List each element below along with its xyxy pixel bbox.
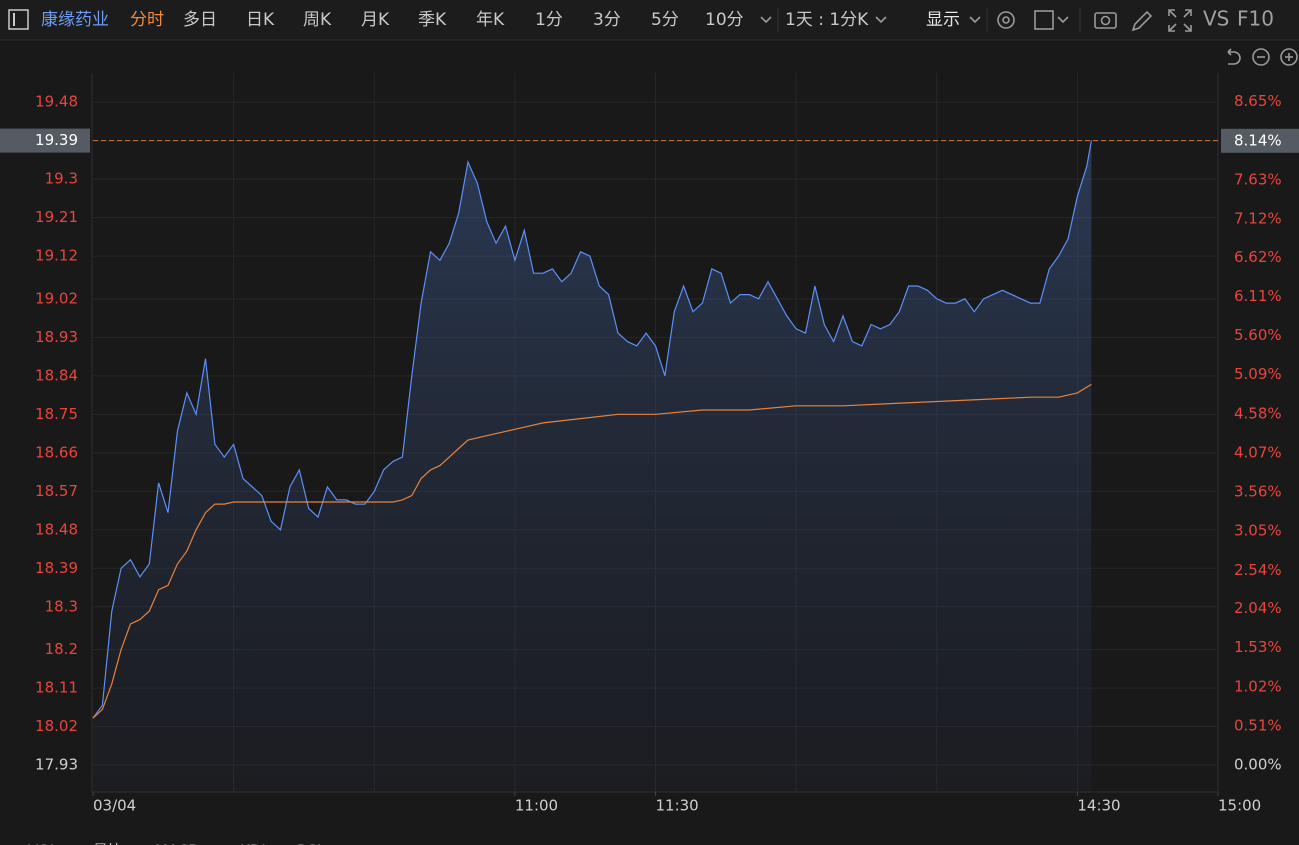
y-tick-label: 19.39 <box>35 131 78 149</box>
y-tick-label: 19.21 <box>35 208 78 226</box>
y2-tick-label: 7.12% <box>1234 210 1282 228</box>
y-tick-label: 19.3 <box>45 170 78 188</box>
y2-tick-label: 6.11% <box>1234 287 1282 305</box>
y2-tick-label: 0.00% <box>1234 756 1282 774</box>
plot <box>92 140 1218 793</box>
indicator-tab[interactable]: RSI <box>297 842 321 845</box>
y-tick-label: 18.75 <box>35 405 78 423</box>
y-tick-label: 19.02 <box>35 289 78 307</box>
y2-tick-label: 2.04% <box>1234 599 1282 617</box>
last-price-box <box>0 128 90 153</box>
y2-tick-label: 5.60% <box>1234 326 1282 344</box>
tab[interactable]: 周K <box>303 10 332 30</box>
stock-name[interactable]: 康缘药业 <box>41 10 109 30</box>
y2-tick-label: 8.65% <box>1234 92 1282 110</box>
settings-icon[interactable] <box>997 11 1015 29</box>
chart-controls <box>1227 48 1298 66</box>
y2-tick-label: 4.07% <box>1234 443 1282 461</box>
axes: 19.48 19.39 19.3 19.21 19.12 19.02 18.93 18.84 1… <box>0 92 1299 815</box>
tab-bar: 分时 多日 日K 周K 月K 季K 年K 1分 3分 5分 10分 <box>130 10 744 30</box>
y2-tick-label: 0.51% <box>1234 716 1282 734</box>
average-line <box>92 383 1092 719</box>
toolbar <box>0 0 1299 40</box>
tab[interactable]: 年K <box>476 10 505 30</box>
chevron[interactable] <box>875 16 887 24</box>
x-tick-label: 15:00 <box>1218 797 1261 815</box>
fullscreen-icon[interactable] <box>1168 9 1192 32</box>
y2-tick-label: 8.14% <box>1234 131 1282 149</box>
y2-tick-label: 3.56% <box>1234 483 1282 501</box>
x-tick-label: 14:30 <box>1077 797 1120 815</box>
indicator-tabs: VOL 量比 MACD KDJ RSI <box>28 842 321 845</box>
tab[interactable]: 5分 <box>651 10 679 30</box>
y-tick-label: 18.84 <box>35 366 78 384</box>
price-area <box>93 140 1092 793</box>
indicator-tab[interactable]: 量比 <box>93 842 123 845</box>
draw-icon[interactable] <box>1131 10 1153 32</box>
y2-tick-label: 6.62% <box>1234 248 1282 266</box>
tab[interactable]: 10分 <box>705 10 744 30</box>
x-tick-label: 03/04 <box>93 797 136 815</box>
vs-button[interactable]: VS <box>1203 7 1229 31</box>
y2-tick-label: 2.54% <box>1234 561 1282 579</box>
indicator-tab[interactable]: MACD <box>155 842 200 845</box>
f10-button[interactable]: F10 <box>1237 7 1274 31</box>
icon-frame <box>8 9 29 30</box>
tab[interactable]: 3分 <box>593 10 621 30</box>
last-pct-box <box>1221 128 1299 153</box>
tab[interactable]: 多日 <box>183 10 217 30</box>
zoom-in-icon[interactable] <box>1280 48 1298 66</box>
display-menu[interactable]: 显示 <box>926 10 960 30</box>
y-tick-label: 18.39 <box>35 559 78 577</box>
y-tick-label: 18.11 <box>35 679 78 697</box>
y-tick-label: 18.2 <box>45 640 78 658</box>
period-select[interactable]: 1天 : 1分K <box>785 10 869 30</box>
indicator-tab[interactable]: VOL <box>28 842 59 845</box>
y2-tick-label: 3.05% <box>1234 522 1282 540</box>
y-tick-label: 18.48 <box>35 520 78 538</box>
x-tick-label: 11:00 <box>515 797 558 815</box>
tab[interactable]: 月K <box>361 10 390 30</box>
chevron[interactable] <box>760 16 772 24</box>
y-tick-label: 18.66 <box>35 443 78 461</box>
tab[interactable]: 季K <box>418 10 447 30</box>
y2-tick-label: 4.58% <box>1234 404 1282 422</box>
y-tick-label: 18.3 <box>45 597 78 615</box>
y-tick-label: 19.48 <box>35 93 78 111</box>
y-tick-label: 18.02 <box>35 717 78 735</box>
chevron[interactable] <box>969 16 981 24</box>
indicator-tab[interactable]: KDJ <box>240 842 266 845</box>
tab[interactable]: 分时 <box>130 10 164 30</box>
layout-icon[interactable] <box>1034 10 1069 30</box>
price-line <box>92 140 1092 719</box>
y2-tick-label: 1.02% <box>1234 677 1282 695</box>
zoom-out-icon[interactable] <box>1252 48 1270 66</box>
y-tick-label: 18.57 <box>35 482 78 500</box>
y2-tick-label: 1.53% <box>1234 638 1282 656</box>
y-tick-label: 17.93 <box>35 756 78 774</box>
y-tick-label: 19.12 <box>35 247 78 265</box>
camera-icon[interactable] <box>1094 12 1117 29</box>
y2-tick-label: 7.63% <box>1234 170 1282 188</box>
chart-menu-icon[interactable] <box>8 9 29 30</box>
y-tick-label: 18.93 <box>35 328 78 346</box>
x-tick-label: 11:30 <box>656 797 699 815</box>
undo-icon[interactable] <box>1227 48 1241 65</box>
y2-tick-label: 5.09% <box>1234 365 1282 383</box>
tab[interactable]: 1分 <box>535 10 563 30</box>
tab[interactable]: 日K <box>246 10 275 30</box>
